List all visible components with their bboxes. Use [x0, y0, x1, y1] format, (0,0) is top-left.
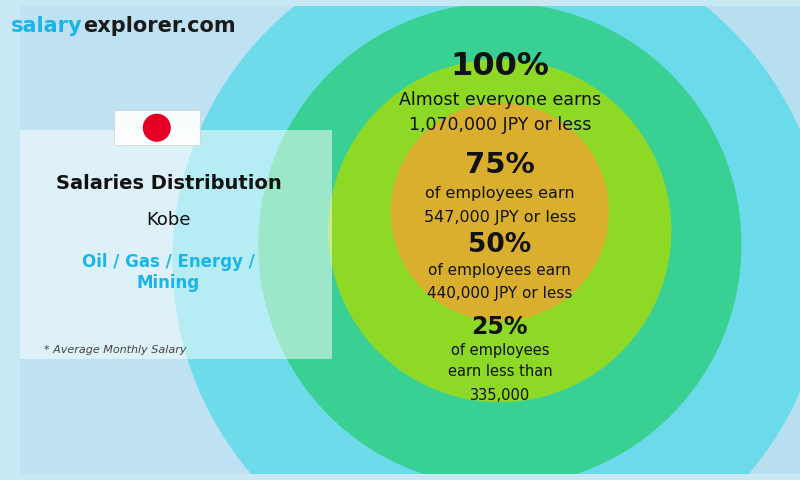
Text: 75%: 75%	[465, 151, 534, 179]
Circle shape	[172, 0, 800, 480]
FancyBboxPatch shape	[20, 6, 800, 474]
Text: 335,000: 335,000	[470, 388, 530, 403]
Text: * Average Monthly Salary: * Average Monthly Salary	[44, 345, 186, 355]
Text: 547,000 JPY or less: 547,000 JPY or less	[424, 210, 576, 225]
Text: 100%: 100%	[450, 51, 550, 83]
Text: 50%: 50%	[468, 232, 531, 258]
Circle shape	[142, 114, 171, 142]
Circle shape	[328, 59, 671, 402]
Text: of employees: of employees	[450, 343, 549, 359]
Text: salary: salary	[11, 16, 82, 36]
Circle shape	[258, 3, 742, 480]
Text: Kobe: Kobe	[146, 211, 190, 229]
Text: 440,000 JPY or less: 440,000 JPY or less	[427, 286, 573, 301]
Text: of employees earn: of employees earn	[428, 263, 571, 278]
FancyBboxPatch shape	[20, 130, 332, 360]
Text: Salaries Distribution: Salaries Distribution	[56, 174, 282, 193]
Text: of employees earn: of employees earn	[425, 186, 574, 201]
Text: 1,070,000 JPY or less: 1,070,000 JPY or less	[409, 116, 591, 134]
Text: explorer.com: explorer.com	[82, 16, 235, 36]
Text: Almost everyone earns: Almost everyone earns	[398, 91, 601, 108]
Text: earn less than: earn less than	[447, 364, 552, 379]
Circle shape	[390, 103, 609, 321]
Text: Oil / Gas / Energy /
Mining: Oil / Gas / Energy / Mining	[82, 253, 255, 292]
Text: 25%: 25%	[471, 314, 528, 338]
FancyBboxPatch shape	[114, 110, 200, 145]
FancyBboxPatch shape	[20, 6, 390, 474]
